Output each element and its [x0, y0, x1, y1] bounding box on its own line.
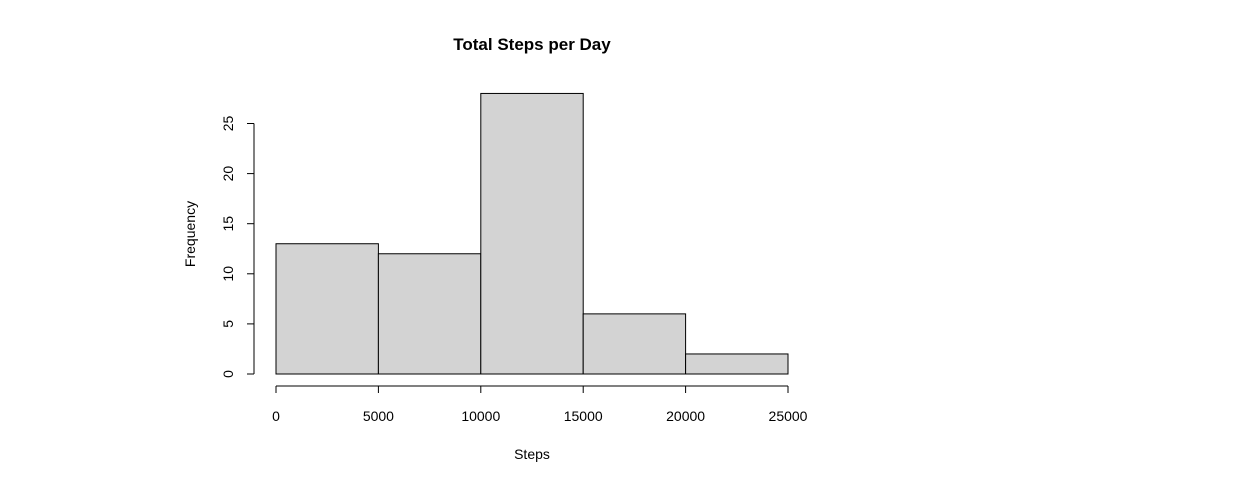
- chart-title: Total Steps per Day: [453, 35, 611, 54]
- y-tick-label-0: 0: [220, 370, 236, 378]
- x-tick-label-3: 15000: [564, 408, 603, 424]
- y-tick-label-1: 5: [220, 320, 236, 328]
- y-tick-label-5: 25: [220, 116, 236, 132]
- x-tick-label-5: 25000: [769, 408, 808, 424]
- x-axis: 0 5000 10000 15000 20000 25000: [272, 385, 808, 424]
- histogram-bar-3: [582, 313, 687, 375]
- x-axis-label: Steps: [514, 446, 550, 462]
- x-tick-label-1: 5000: [363, 408, 394, 424]
- y-axis-label: Frequency: [182, 201, 198, 267]
- bars-group: [275, 92, 789, 375]
- y-axis: 0 5 10 15 20 25: [220, 116, 255, 378]
- x-tick-label-0: 0: [272, 408, 280, 424]
- histogram-bar-0: [275, 243, 379, 375]
- y-tick-label-2: 10: [220, 266, 236, 282]
- y-tick-label-3: 15: [220, 216, 236, 232]
- histogram-bar-4: [685, 353, 789, 375]
- x-tick-label-4: 20000: [666, 408, 705, 424]
- histogram-bar-2: [480, 92, 584, 375]
- x-tick-label-2: 10000: [461, 408, 500, 424]
- histogram-bar-1: [377, 253, 482, 375]
- y-tick-label-4: 20: [220, 166, 236, 182]
